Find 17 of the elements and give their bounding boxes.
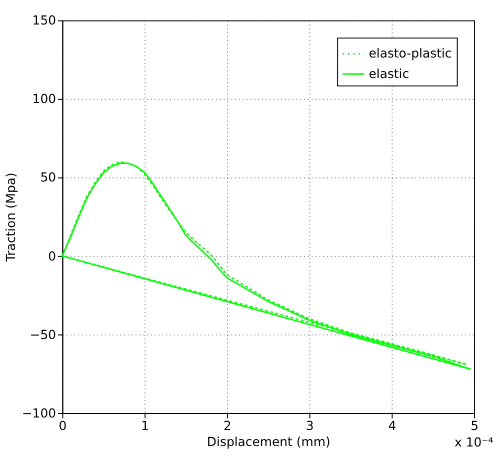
x-tick-label: 5 (470, 418, 478, 433)
y-tick-label: 50 (40, 170, 56, 185)
text: x 10⁻⁴ (454, 434, 494, 450)
x-tick-label: 1 (141, 418, 150, 433)
y-tick-label: 100 (32, 91, 56, 106)
legend-label: elasto-plastic (368, 46, 452, 61)
y-tick-label: −50 (30, 326, 56, 342)
x-tick-label: 4 (388, 418, 396, 433)
x-tick-label: 3 (306, 418, 314, 433)
y-tick-label: 0 (48, 248, 56, 264)
y-axis-title: Traction (Mpa) (3, 172, 18, 263)
legend-label: elastic (368, 66, 410, 81)
x-axis-title: Displacement (mm) (206, 434, 330, 450)
x-tick-label: 2 (223, 418, 232, 433)
y-tick-label: 150 (32, 12, 56, 28)
x-tick-label: 0 (58, 418, 67, 433)
y-tick-label: −100 (22, 405, 56, 420)
